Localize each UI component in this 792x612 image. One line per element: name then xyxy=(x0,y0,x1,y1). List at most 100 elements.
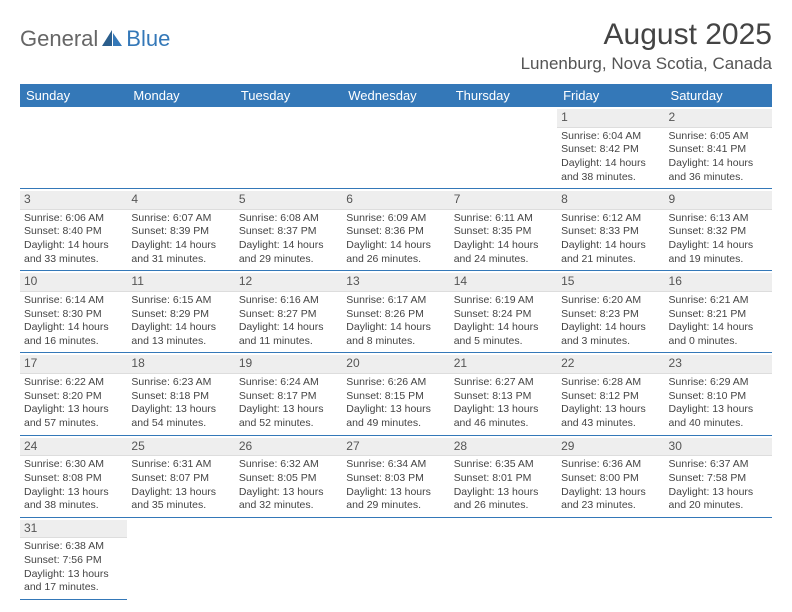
calendar-cell xyxy=(342,107,449,189)
location: Lunenburg, Nova Scotia, Canada xyxy=(521,54,772,74)
day-number: 17 xyxy=(20,355,127,374)
sunset-line: Sunset: 8:15 PM xyxy=(346,390,445,404)
sunrise-line: Sunrise: 6:27 AM xyxy=(454,376,553,390)
day-number: 21 xyxy=(450,355,557,374)
calendar-week-row: 10Sunrise: 6:14 AMSunset: 8:30 PMDayligh… xyxy=(20,271,772,353)
day-number: 28 xyxy=(450,438,557,457)
title-block: August 2025 Lunenburg, Nova Scotia, Cana… xyxy=(521,18,772,74)
calendar-cell: 14Sunrise: 6:19 AMSunset: 8:24 PMDayligh… xyxy=(450,271,557,353)
daylight-line-1: Daylight: 14 hours xyxy=(454,239,553,253)
sunrise-line: Sunrise: 6:11 AM xyxy=(454,212,553,226)
daylight-line-2: and 5 minutes. xyxy=(454,335,553,349)
sunrise-line: Sunrise: 6:04 AM xyxy=(561,130,660,144)
calendar-cell: 16Sunrise: 6:21 AMSunset: 8:21 PMDayligh… xyxy=(665,271,772,353)
calendar-cell: 7Sunrise: 6:11 AMSunset: 8:35 PMDaylight… xyxy=(450,189,557,271)
daylight-line-2: and 29 minutes. xyxy=(239,253,338,267)
daylight-line-2: and 8 minutes. xyxy=(346,335,445,349)
calendar-cell: 5Sunrise: 6:08 AMSunset: 8:37 PMDaylight… xyxy=(235,189,342,271)
daylight-line-1: Daylight: 14 hours xyxy=(131,321,230,335)
calendar-week-row: 31Sunrise: 6:38 AMSunset: 7:56 PMDayligh… xyxy=(20,517,772,599)
sunset-line: Sunset: 8:26 PM xyxy=(346,308,445,322)
header: General Blue August 2025 Lunenburg, Nova… xyxy=(20,18,772,74)
daylight-line-2: and 26 minutes. xyxy=(454,499,553,513)
sunset-line: Sunset: 8:23 PM xyxy=(561,308,660,322)
daylight-line-2: and 0 minutes. xyxy=(669,335,768,349)
day-number: 22 xyxy=(557,355,664,374)
sunset-line: Sunset: 8:13 PM xyxy=(454,390,553,404)
sunrise-line: Sunrise: 6:13 AM xyxy=(669,212,768,226)
daylight-line-1: Daylight: 13 hours xyxy=(669,486,768,500)
calendar-cell: 30Sunrise: 6:37 AMSunset: 7:58 PMDayligh… xyxy=(665,435,772,517)
daylight-line-1: Daylight: 14 hours xyxy=(346,321,445,335)
sunrise-line: Sunrise: 6:16 AM xyxy=(239,294,338,308)
calendar-week-row: 17Sunrise: 6:22 AMSunset: 8:20 PMDayligh… xyxy=(20,353,772,435)
daylight-line-2: and 40 minutes. xyxy=(669,417,768,431)
sunrise-line: Sunrise: 6:35 AM xyxy=(454,458,553,472)
sunset-line: Sunset: 8:40 PM xyxy=(24,225,123,239)
calendar-cell: 15Sunrise: 6:20 AMSunset: 8:23 PMDayligh… xyxy=(557,271,664,353)
daylight-line-2: and 19 minutes. xyxy=(669,253,768,267)
day-number: 8 xyxy=(557,191,664,210)
daylight-line-1: Daylight: 13 hours xyxy=(561,486,660,500)
logo-text-blue: Blue xyxy=(126,26,170,52)
calendar-cell: 3Sunrise: 6:06 AMSunset: 8:40 PMDaylight… xyxy=(20,189,127,271)
daylight-line-2: and 16 minutes. xyxy=(24,335,123,349)
daylight-line-2: and 20 minutes. xyxy=(669,499,768,513)
calendar-cell: 31Sunrise: 6:38 AMSunset: 7:56 PMDayligh… xyxy=(20,517,127,599)
calendar-cell: 22Sunrise: 6:28 AMSunset: 8:12 PMDayligh… xyxy=(557,353,664,435)
sunset-line: Sunset: 8:27 PM xyxy=(239,308,338,322)
sunrise-line: Sunrise: 6:29 AM xyxy=(669,376,768,390)
daylight-line-1: Daylight: 13 hours xyxy=(239,486,338,500)
sunrise-line: Sunrise: 6:12 AM xyxy=(561,212,660,226)
sunset-line: Sunset: 8:32 PM xyxy=(669,225,768,239)
daylight-line-1: Daylight: 14 hours xyxy=(24,321,123,335)
sunset-line: Sunset: 8:20 PM xyxy=(24,390,123,404)
sunrise-line: Sunrise: 6:38 AM xyxy=(24,540,123,554)
logo-text-general: General xyxy=(20,26,98,52)
sunrise-line: Sunrise: 6:05 AM xyxy=(669,130,768,144)
sunset-line: Sunset: 8:35 PM xyxy=(454,225,553,239)
calendar-cell xyxy=(450,517,557,599)
sunrise-line: Sunrise: 6:20 AM xyxy=(561,294,660,308)
sunrise-line: Sunrise: 6:07 AM xyxy=(131,212,230,226)
calendar-cell: 12Sunrise: 6:16 AMSunset: 8:27 PMDayligh… xyxy=(235,271,342,353)
daylight-line-1: Daylight: 14 hours xyxy=(24,239,123,253)
daylight-line-2: and 43 minutes. xyxy=(561,417,660,431)
daylight-line-2: and 21 minutes. xyxy=(561,253,660,267)
daylight-line-1: Daylight: 13 hours xyxy=(346,403,445,417)
empty-day xyxy=(235,109,342,125)
sunset-line: Sunset: 8:10 PM xyxy=(669,390,768,404)
empty-day xyxy=(127,520,234,536)
day-number: 16 xyxy=(665,273,772,292)
calendar-cell xyxy=(20,107,127,189)
daylight-line-1: Daylight: 14 hours xyxy=(131,239,230,253)
calendar-cell: 10Sunrise: 6:14 AMSunset: 8:30 PMDayligh… xyxy=(20,271,127,353)
day-header: Friday xyxy=(557,84,664,107)
day-header: Saturday xyxy=(665,84,772,107)
sunrise-line: Sunrise: 6:14 AM xyxy=(24,294,123,308)
calendar-cell: 17Sunrise: 6:22 AMSunset: 8:20 PMDayligh… xyxy=(20,353,127,435)
calendar-cell: 27Sunrise: 6:34 AMSunset: 8:03 PMDayligh… xyxy=(342,435,449,517)
daylight-line-2: and 29 minutes. xyxy=(346,499,445,513)
daylight-line-1: Daylight: 13 hours xyxy=(239,403,338,417)
sunset-line: Sunset: 8:24 PM xyxy=(454,308,553,322)
sunset-line: Sunset: 8:17 PM xyxy=(239,390,338,404)
sunset-line: Sunset: 8:41 PM xyxy=(669,143,768,157)
day-header: Wednesday xyxy=(342,84,449,107)
day-number: 12 xyxy=(235,273,342,292)
sunrise-line: Sunrise: 6:34 AM xyxy=(346,458,445,472)
daylight-line-1: Daylight: 13 hours xyxy=(24,486,123,500)
sunset-line: Sunset: 8:01 PM xyxy=(454,472,553,486)
calendar-cell: 6Sunrise: 6:09 AMSunset: 8:36 PMDaylight… xyxy=(342,189,449,271)
sunrise-line: Sunrise: 6:17 AM xyxy=(346,294,445,308)
sunrise-line: Sunrise: 6:08 AM xyxy=(239,212,338,226)
sunset-line: Sunset: 8:03 PM xyxy=(346,472,445,486)
sunrise-line: Sunrise: 6:37 AM xyxy=(669,458,768,472)
sunrise-line: Sunrise: 6:30 AM xyxy=(24,458,123,472)
sunrise-line: Sunrise: 6:21 AM xyxy=(669,294,768,308)
daylight-line-2: and 3 minutes. xyxy=(561,335,660,349)
daylight-line-1: Daylight: 14 hours xyxy=(454,321,553,335)
day-number: 23 xyxy=(665,355,772,374)
daylight-line-2: and 13 minutes. xyxy=(131,335,230,349)
calendar-cell: 8Sunrise: 6:12 AMSunset: 8:33 PMDaylight… xyxy=(557,189,664,271)
